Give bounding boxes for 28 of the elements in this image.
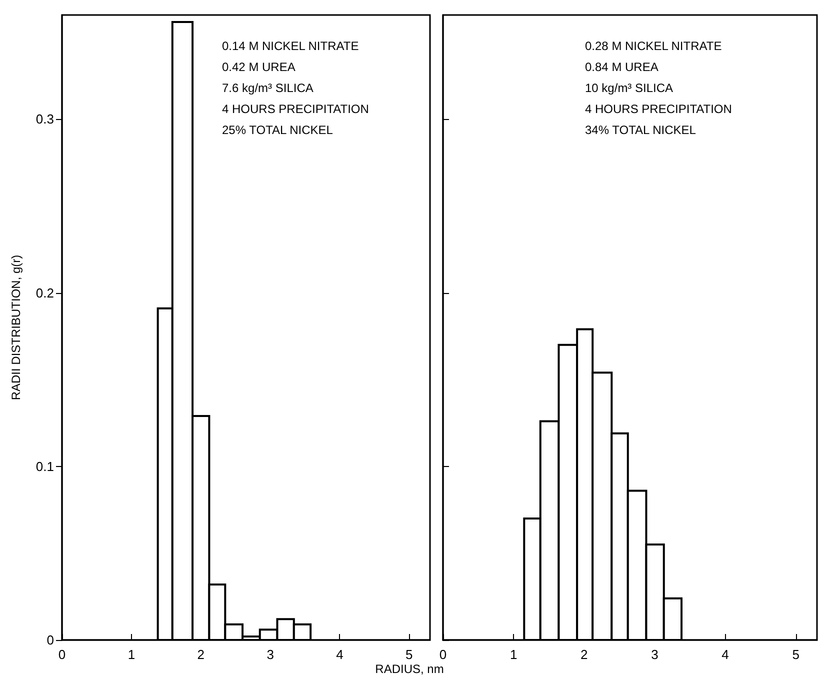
annotation: 4 HOURS PRECIPITATION	[222, 102, 369, 116]
x-tick-label: 4	[722, 647, 729, 662]
annotation: 7.6 kg/m³ SILICA	[222, 81, 314, 95]
annotation: 0.84 M UREA	[585, 60, 658, 74]
x-tick-label: 0	[58, 647, 66, 662]
annotation: 0.28 M NICKEL NITRATE	[585, 39, 722, 53]
x-tick-label: 5	[792, 647, 800, 662]
x-tick-label: 0	[439, 647, 447, 662]
x-tick-label: 4	[336, 647, 344, 662]
y-tick-label: 0	[46, 632, 54, 648]
x-tick-label: 1	[510, 647, 518, 662]
y-tick-label: 0.1	[36, 458, 54, 474]
x-axis-title: RADIUS, nm	[374, 662, 445, 676]
y-axis-title: RADII DISTRIBUTION, g(r)	[9, 254, 23, 400]
annotation: 0.14 M NICKEL NITRATE	[222, 39, 359, 53]
x-tick-label: 3	[651, 647, 658, 662]
annotation: 0.42 M UREA	[222, 60, 296, 74]
y-tick-label: 0.3	[36, 112, 54, 127]
x-tick-label: 3	[266, 647, 274, 662]
annotation: 34% TOTAL NICKEL	[585, 123, 696, 137]
annotation: 25% TOTAL NICKEL	[222, 123, 334, 137]
annotation: 4 HOURS PRECIPITATION	[585, 102, 732, 116]
x-tick-label: 1	[128, 647, 136, 662]
x-tick-label: 5	[406, 647, 413, 662]
x-tick-label: 2	[580, 647, 588, 662]
annotation: 10 kg/m³ SILICA	[585, 81, 674, 95]
x-tick-label: 2	[197, 647, 204, 662]
y-tick-label: 0.2	[36, 285, 54, 300]
